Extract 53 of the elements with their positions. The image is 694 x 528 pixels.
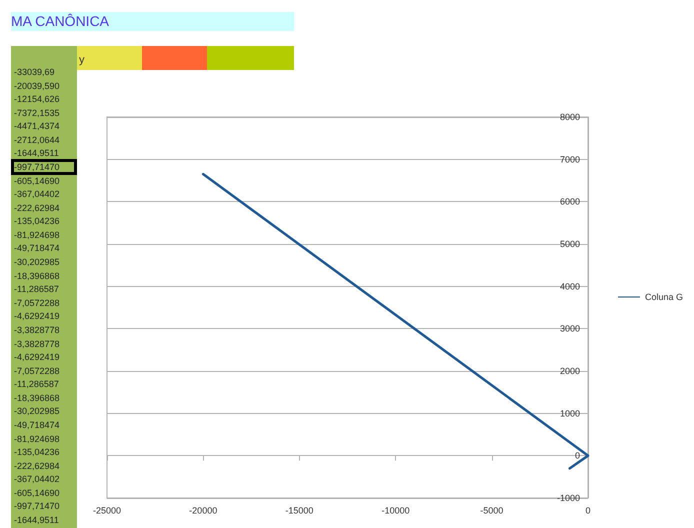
text: -33039,69	[14, 67, 55, 77]
text: y	[79, 54, 84, 66]
text: -49,718474	[14, 243, 60, 254]
y-tick-label: 6000	[560, 196, 580, 207]
text: -605,14690	[14, 176, 60, 186]
text: -3,3828778	[14, 338, 60, 348]
y-tick-label: 2000	[560, 366, 580, 376]
text: -135,04236	[14, 447, 60, 458]
text: -135,04236	[14, 216, 60, 226]
text: -3,3828778	[14, 324, 60, 335]
y-tick-label: 1000	[560, 408, 580, 418]
text: -367,04402	[14, 474, 60, 484]
y-tick-label: 4000	[560, 281, 580, 292]
text: -7372,1535	[14, 108, 60, 118]
text: -605,14690	[14, 488, 60, 498]
text: -1644,9511	[14, 515, 59, 525]
text: -30,202985	[14, 406, 60, 416]
text: -4,6292419	[14, 311, 60, 322]
y-tick-label: 8000	[560, 112, 580, 122]
x-tick-label: 0	[585, 506, 591, 516]
text: -30,202985	[14, 257, 60, 268]
text: -20039,590	[14, 80, 60, 91]
y-tick-label: -1000	[556, 493, 580, 503]
y-tick-label: 7000	[560, 154, 580, 164]
x-tick-label: -20000	[189, 506, 218, 516]
chart-title: MA CANÔNICA	[11, 12, 294, 31]
text: -2712,0644	[14, 134, 60, 145]
text: -12154,626	[14, 94, 60, 104]
x-tick-label: -10000	[382, 506, 410, 516]
text: -11,286587	[14, 379, 59, 390]
text: -7,0572288	[14, 298, 60, 308]
y-tick-label: 5000	[560, 239, 580, 249]
text: -997,71470	[14, 501, 60, 512]
x-tick-label: -15000	[285, 506, 314, 516]
text: -18,396868	[14, 270, 60, 281]
text: -81,924698	[14, 434, 60, 444]
text: -7,0572288	[14, 366, 60, 376]
text: -11,286587	[14, 284, 59, 294]
x-tick-label: -25000	[92, 506, 122, 516]
text: -81,924698	[14, 230, 60, 240]
text: -997,71470	[14, 162, 60, 172]
text: -367,04402	[14, 189, 60, 200]
text: -49,718474	[14, 420, 60, 430]
x-tick-label: -5000	[480, 506, 504, 516]
y-tick-label: 3000	[560, 324, 580, 334]
text: -1644,9511	[14, 148, 59, 158]
text: -4,6292419	[14, 352, 60, 362]
text: -222,62984	[14, 202, 60, 213]
text: -18,396868	[14, 392, 60, 403]
y-tick-label: 0	[574, 450, 580, 461]
text: -4471,4374	[14, 121, 60, 132]
legend-label: Coluna G	[644, 292, 684, 302]
text: -222,62984	[14, 460, 60, 471]
